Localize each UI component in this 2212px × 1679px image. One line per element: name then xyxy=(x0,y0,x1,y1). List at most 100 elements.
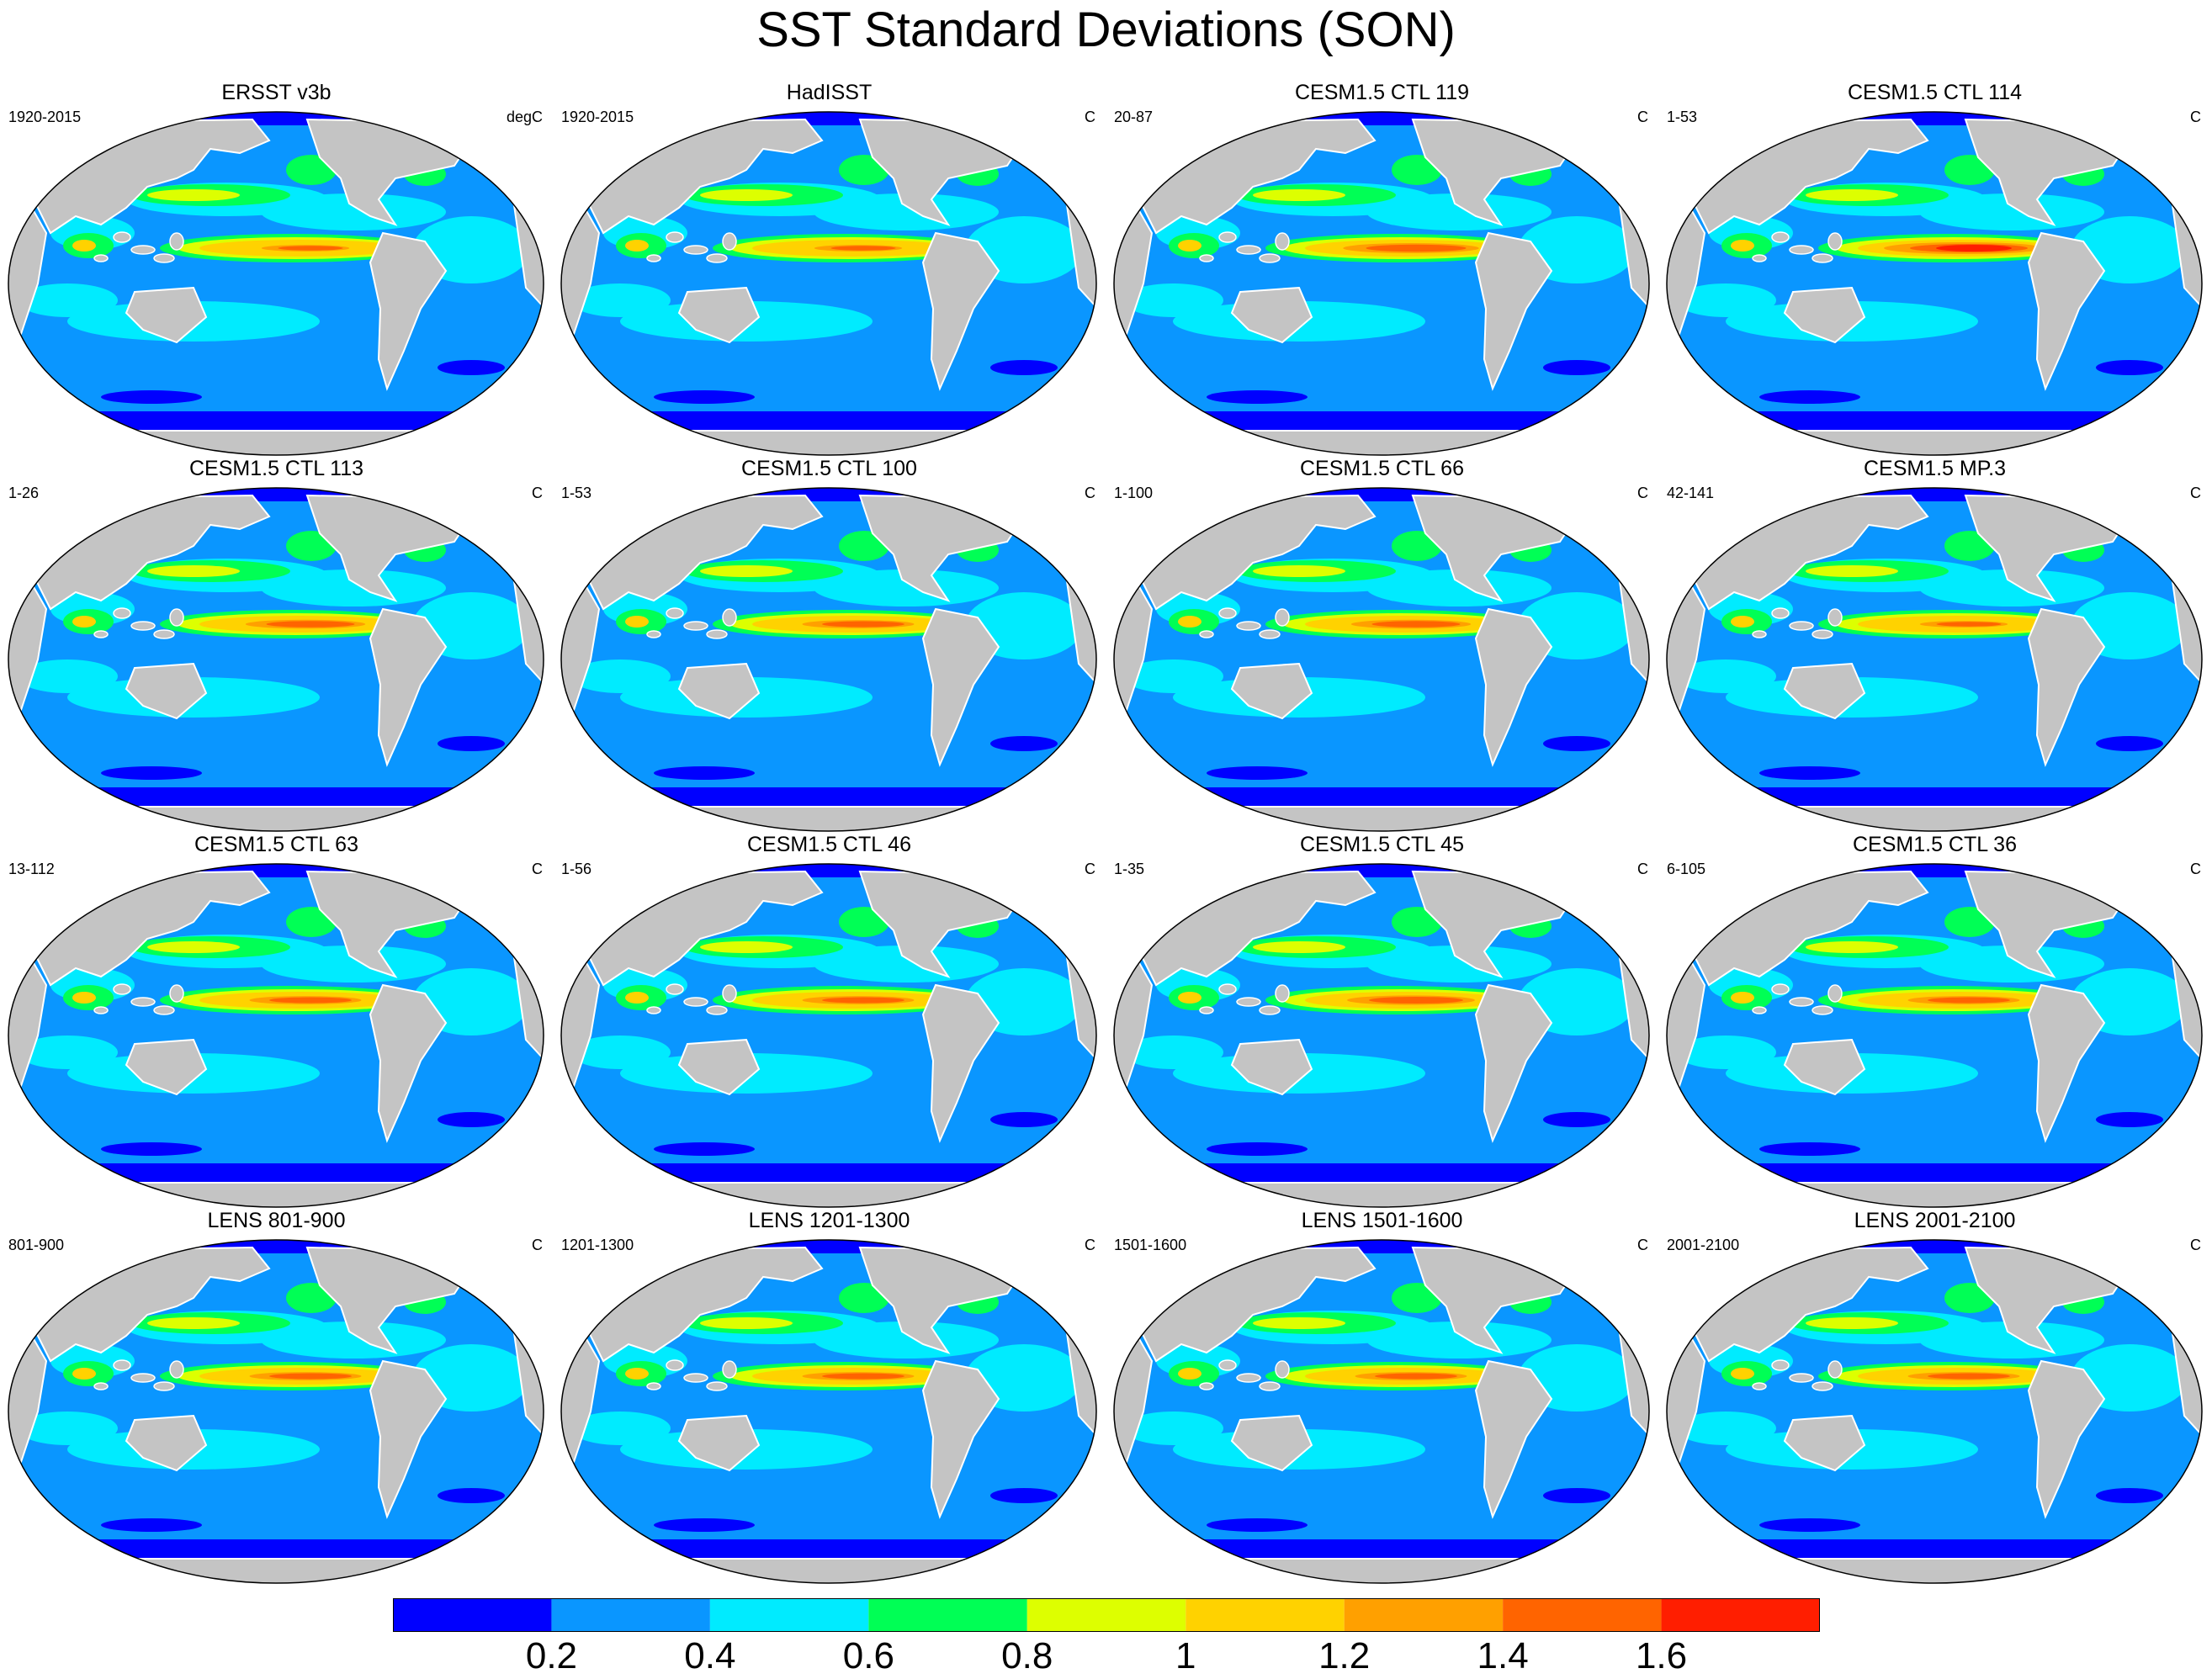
maritime-continent-island xyxy=(1236,621,1261,631)
maritime-continent-island xyxy=(1259,1005,1281,1015)
panel-units-label: C xyxy=(1637,861,1648,877)
south-america-landmass xyxy=(369,231,448,391)
colorbar-labels: 0.2 0.4 0.6 0.8 1 1.2 1.4 1.6 xyxy=(393,1637,1820,1676)
maritime-continent-island xyxy=(666,1359,684,1371)
panel-period-label: 1-53 xyxy=(561,485,592,501)
maritime-continent-island xyxy=(1236,1373,1261,1383)
sst-cyan-region xyxy=(814,569,999,606)
maritime-continent-island xyxy=(1199,254,1214,262)
australia-landmass xyxy=(125,286,208,344)
southern-ocean-patch xyxy=(1759,766,1860,780)
maritime-continent-island xyxy=(1259,1381,1281,1391)
southern-ocean-patch xyxy=(654,1142,755,1156)
maritime-continent-island xyxy=(666,983,684,995)
arctic-low-sst xyxy=(561,1240,1096,1253)
arctic-low-sst xyxy=(8,864,544,877)
southern-ocean-patch xyxy=(2096,1112,2163,1127)
southern-ocean-patch xyxy=(1543,1488,1610,1503)
sst-cyan-region xyxy=(570,1035,671,1069)
sst-cyan-region xyxy=(1122,659,1223,693)
greenland-landmass xyxy=(1562,495,1649,548)
maritime-continent-island xyxy=(113,607,131,619)
colorbar-segment xyxy=(393,1598,552,1632)
sst-cyan-region xyxy=(17,1035,118,1069)
arctic-low-sst xyxy=(8,488,544,501)
maritime-continent-island xyxy=(1827,232,1843,251)
sst-map xyxy=(1666,487,2203,832)
maritime-continent-island xyxy=(1771,607,1790,619)
colorbar-segment xyxy=(1344,1598,1504,1632)
south-america-landmass xyxy=(2027,983,2106,1143)
southern-ocean-patch xyxy=(1543,1112,1610,1127)
south-america-landmass xyxy=(921,231,1000,391)
map-panel: CESM1.5 CTL 46 1-56 C xyxy=(553,832,1106,1242)
maritime-continent-island xyxy=(1275,232,1290,251)
ocean-base xyxy=(561,488,1096,831)
south-america-landmass xyxy=(1474,983,1553,1143)
indian-ocean-variability xyxy=(72,992,96,1004)
enso-tongue xyxy=(822,1373,904,1380)
panel-period-label: 1-35 xyxy=(1114,861,1145,877)
southern-ocean-patch xyxy=(990,1488,1058,1503)
maritime-continent-island xyxy=(666,607,684,619)
southern-ocean-patch xyxy=(438,736,505,751)
maritime-continent-island xyxy=(1199,1006,1214,1014)
australia-landmass xyxy=(125,662,208,720)
arctic-low-sst xyxy=(1114,864,1649,877)
north-pacific-variability xyxy=(147,565,240,577)
map-outline xyxy=(1113,1239,1650,1584)
enso-tongue xyxy=(1371,621,1461,628)
ocean-base xyxy=(1667,112,2202,455)
sst-cyan-region xyxy=(814,945,999,983)
australia-landmass xyxy=(1230,1414,1313,1472)
panel-period-label: 20-87 xyxy=(1114,109,1154,125)
panel-period-label: 6-105 xyxy=(1667,861,1706,877)
arctic-low-sst xyxy=(1667,112,2202,125)
ocean-base xyxy=(1667,1240,2202,1583)
map-outline xyxy=(1113,863,1650,1208)
sst-map xyxy=(8,863,544,1208)
maritime-continent-island xyxy=(169,984,184,1003)
colorbar-tick-label: 0.8 xyxy=(1001,1635,1053,1676)
southern-ocean-patch xyxy=(101,1142,202,1156)
ocean-base xyxy=(561,1240,1096,1583)
panel-units-label: C xyxy=(2190,109,2201,125)
panel-period-label: 1-26 xyxy=(8,485,40,501)
southern-ocean-patch xyxy=(2096,1488,2163,1503)
greenland-landmass xyxy=(457,1247,544,1300)
ocean-base xyxy=(1667,864,2202,1207)
enso-tongue xyxy=(1369,997,1463,1004)
sst-map xyxy=(1666,111,2203,456)
ocean-base xyxy=(8,488,544,831)
map-panel: CESM1.5 CTL 36 6-105 C xyxy=(1658,832,2211,1242)
panel-units-label: C xyxy=(1637,485,1648,501)
maritime-continent-island xyxy=(1789,621,1814,631)
sst-cyan-region xyxy=(1366,945,1552,983)
antarctica-landmass xyxy=(561,1558,1096,1583)
australia-landmass xyxy=(1783,286,1866,344)
panel-units-label: C xyxy=(1085,485,1095,501)
australia-landmass xyxy=(1230,1038,1313,1096)
sst-cyan-region xyxy=(570,659,671,693)
panel-units-label: C xyxy=(2190,485,2201,501)
arctic-low-sst xyxy=(1667,864,2202,877)
indian-ocean-variability xyxy=(1731,240,1754,252)
australia-landmass xyxy=(1783,1414,1866,1472)
map-panel: HadISST 1920-2015 C xyxy=(553,80,1106,490)
north-pacific-variability xyxy=(1253,1317,1345,1329)
sst-cyan-region xyxy=(1675,1412,1776,1445)
australia-landmass xyxy=(677,1414,761,1472)
sst-cyan-region xyxy=(1122,283,1223,317)
arctic-low-sst xyxy=(1114,112,1649,125)
southern-ocean-patch xyxy=(2096,360,2163,375)
maritime-continent-island xyxy=(130,621,156,631)
map-panel: CESM1.5 CTL 45 1-35 C xyxy=(1106,832,1658,1242)
map-outline xyxy=(8,487,544,832)
maritime-continent-island xyxy=(113,231,131,243)
colorbar-segment xyxy=(1503,1598,1662,1632)
sst-cyan-region xyxy=(261,1321,446,1359)
panel-units-label: C xyxy=(1637,109,1648,125)
map-outline xyxy=(8,1239,544,1584)
maritime-continent-island xyxy=(1789,1373,1814,1383)
southern-ocean-patch xyxy=(654,1518,755,1532)
